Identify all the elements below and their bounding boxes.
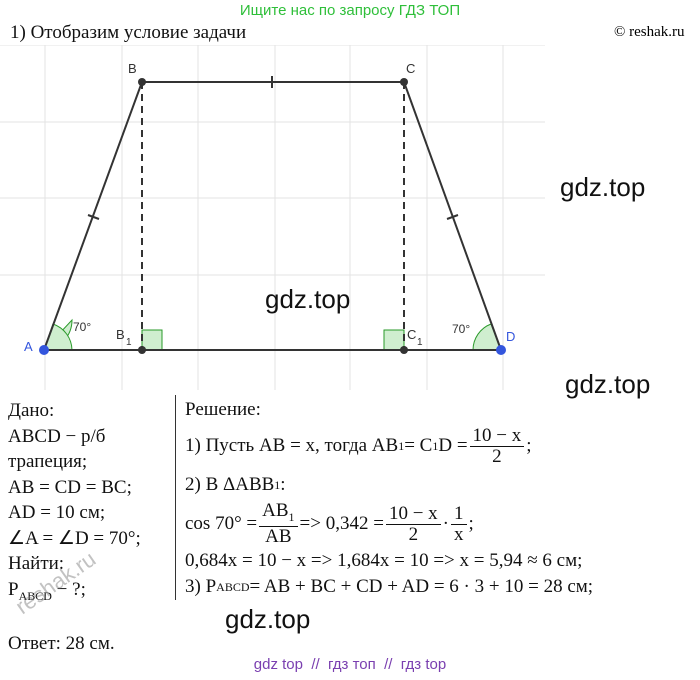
figure: A D B C B 1 C 1 70° 70°: [0, 45, 545, 390]
numerator: AB1: [259, 499, 298, 528]
given: Дано: ABCD − р/б трапеция; AB = CD = BC; AD …: [8, 398, 141, 609]
answer: Ответ: 28 см.: [8, 633, 115, 654]
text: P: [8, 578, 19, 600]
point: [496, 345, 506, 355]
text-line: AB = CD = BC;: [8, 475, 141, 501]
text: 3) P: [185, 576, 217, 597]
fraction: AB1 AB: [259, 499, 298, 548]
text-line: AD = 10 см;: [8, 500, 141, 526]
point: [400, 78, 408, 86]
point-label: C: [406, 61, 415, 76]
text: 1) Пусть AB = x, тогда AB: [185, 435, 399, 456]
text-line: ABCD − р/б: [8, 424, 141, 450]
subscript: 1: [432, 438, 439, 453]
text: 10 − x: [388, 502, 438, 524]
text: = AB + BC + CD + AD = 6 · 3 + 10 = 28 см…: [249, 576, 594, 597]
text: 2: [408, 523, 419, 545]
text-line: 3) P ABCD = AB + BC + CD + AD = 6 · 3 + 1…: [185, 574, 593, 600]
point-subscript: 1: [126, 337, 132, 348]
numerator: 10 − x: [469, 424, 525, 447]
text: 2) В ΔABB: [185, 474, 275, 495]
grid: [0, 45, 545, 390]
text: − ?;: [51, 578, 86, 600]
banner: Ищите нас по запросу ГДЗ ТОП: [239, 2, 461, 19]
text: cos 70° =: [185, 513, 258, 534]
subscript: 1: [398, 438, 405, 453]
text: ;: [526, 435, 532, 456]
point-label: D: [506, 329, 515, 344]
text-line: трапеция;: [8, 449, 141, 475]
text: Решение:: [185, 399, 261, 420]
point: [39, 345, 49, 355]
watermark: gdz.top: [560, 172, 646, 202]
text: :: [280, 474, 286, 495]
text: трапеция;: [8, 451, 88, 472]
denominator: AB: [262, 527, 294, 547]
point-label: B: [116, 327, 125, 342]
text: 1: [454, 502, 464, 524]
text: AB: [262, 499, 289, 521]
text-line: Решение:: [185, 398, 593, 422]
heights: [141, 82, 405, 350]
text: x: [454, 523, 464, 545]
angle-label: 70°: [73, 320, 91, 334]
subscript: ABCD: [18, 588, 52, 603]
point: [400, 346, 408, 354]
subscript: 1: [274, 477, 281, 492]
text: AB: [265, 526, 292, 548]
trapezoid: [43, 76, 502, 351]
text: ∠A = ∠D = 70°;: [8, 527, 141, 549]
text: D =: [438, 435, 468, 456]
text: Дано:: [8, 400, 55, 421]
text: AB = CD = BC;: [8, 476, 132, 498]
text: 10 − x: [472, 424, 522, 446]
step-title: 1) Отобразим условие задачи: [10, 22, 247, 43]
angle-label: 70°: [452, 322, 470, 336]
text-line: ∠A = ∠D = 70°;: [8, 526, 141, 552]
watermark: gdz.top: [265, 284, 351, 314]
text: 0,684x = 10 − x => 1,684x = 10 => x = 5,…: [185, 550, 583, 571]
footer: gdz top // гдз топ // гдз top: [253, 656, 447, 673]
denominator: 2: [406, 523, 422, 545]
copyright: © reshak.ru: [614, 24, 685, 40]
text-line: 2) В ΔABB 1:: [185, 470, 593, 500]
point-subscript: 1: [417, 337, 423, 348]
denominator: x: [451, 523, 467, 545]
text: ABCD − р/б: [8, 425, 106, 447]
text: => 0,342 =: [299, 513, 384, 534]
denominator: 2: [489, 445, 505, 467]
subscript: ABCD: [216, 579, 250, 594]
text-line: Найти:: [8, 551, 141, 577]
text-line: 0,684x = 10 − x => 1,684x = 10 => x = 5,…: [185, 548, 593, 574]
point: [138, 78, 146, 86]
text: ·: [442, 513, 449, 534]
text: ;: [468, 513, 474, 534]
point-label: A: [24, 339, 33, 354]
text: Найти:: [8, 553, 65, 574]
subscript: 1: [288, 509, 295, 524]
point-label: B: [128, 61, 137, 76]
divider: [175, 395, 176, 600]
watermark: gdz.top: [565, 369, 651, 399]
watermark: gdz.top: [225, 604, 311, 634]
point: [138, 346, 146, 354]
numerator: 10 − x: [385, 502, 441, 525]
text: = C: [404, 435, 433, 456]
text: AD = 10 см;: [8, 502, 106, 523]
text-line: Дано:: [8, 398, 141, 424]
numerator: 1: [451, 502, 467, 525]
point-label: C: [407, 327, 416, 342]
right-angle: [383, 329, 405, 351]
text: 2: [492, 445, 502, 467]
right-angle: [141, 329, 163, 351]
text-line: PABCD − ?;: [8, 577, 141, 609]
